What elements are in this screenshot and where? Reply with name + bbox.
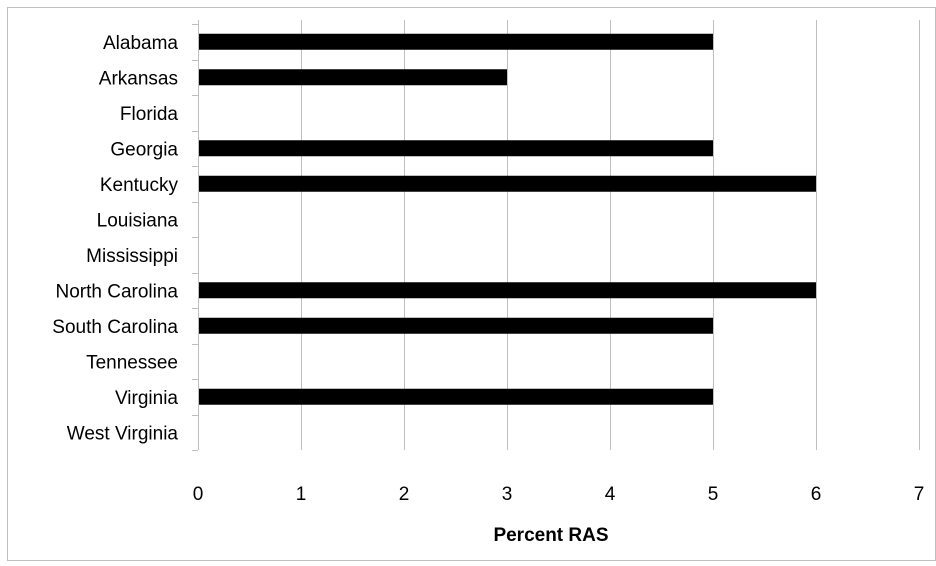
x-axis-title: Percent RAS <box>493 525 608 546</box>
y-tick-label: Florida <box>120 104 179 125</box>
y-tick-label: North Carolina <box>56 281 179 302</box>
axes <box>192 20 199 451</box>
x-tick-label: 4 <box>605 484 616 505</box>
y-tick-labels: Alabama Arkansas Florida Georgia Kentucky Lou… <box>52 33 178 445</box>
y-tick-label: West Virginia <box>67 423 179 444</box>
gridlines <box>301 20 920 450</box>
x-tick-label: 7 <box>914 484 925 505</box>
bar <box>198 282 816 299</box>
y-tick-label: Tennessee <box>86 352 178 373</box>
x-tick-labels: 0 1 2 3 4 5 6 7 <box>193 484 925 505</box>
x-tick-label: 1 <box>296 484 307 505</box>
x-tick-label: 5 <box>708 484 719 505</box>
x-tick-label: 0 <box>193 484 204 505</box>
y-tick-label: South Carolina <box>52 317 178 338</box>
y-tick-label: Georgia <box>110 139 178 160</box>
bar <box>198 69 507 86</box>
x-tick-label: 2 <box>399 484 410 505</box>
y-tick-label: Virginia <box>115 388 178 409</box>
y-tick-label: Mississippi <box>86 246 178 267</box>
y-tick-label: Arkansas <box>99 68 178 89</box>
y-tick-label: Louisiana <box>97 210 179 231</box>
bars <box>198 33 816 405</box>
y-tick-label: Alabama <box>103 33 178 54</box>
bar <box>198 175 816 192</box>
bar <box>198 33 713 50</box>
bar <box>198 388 713 405</box>
x-tick-label: 6 <box>811 484 822 505</box>
y-tick-label: Kentucky <box>100 175 179 196</box>
bar <box>198 140 713 157</box>
bar <box>198 317 713 334</box>
x-tick-label: 3 <box>502 484 513 505</box>
